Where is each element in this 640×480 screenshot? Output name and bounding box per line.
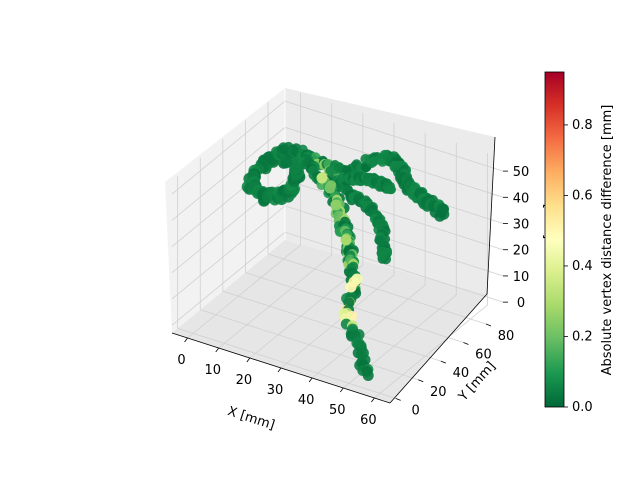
y-tick-label: 0 — [412, 403, 420, 418]
scatter-point — [324, 182, 336, 194]
x-tick-label: 0 — [177, 353, 185, 368]
scatter-point — [352, 347, 364, 359]
x-tick-label: 40 — [298, 393, 315, 408]
x-tick-label: 10 — [204, 363, 221, 378]
z-tick-label: 0 — [517, 296, 525, 311]
pane-floor — [172, 240, 487, 403]
scatter-point — [351, 273, 363, 285]
z-tick-label: 40 — [513, 191, 530, 206]
y-tick-label: 40 — [453, 366, 470, 381]
axis-ticks: 0 10 20 30 40 50 60 0 20 40 60 80 0 10 20 30 40 50 — [177, 165, 529, 428]
y-tick-label: 60 — [475, 348, 492, 363]
colorbar — [544, 71, 565, 408]
z-tick-label: 20 — [513, 244, 530, 259]
colorbar-tick-label: 0.8 — [572, 118, 593, 133]
scatter-point — [340, 234, 352, 246]
colorbar-tick-label: 0.6 — [572, 188, 593, 203]
colorbar-tick-label: 0.4 — [572, 259, 593, 274]
y-tick-label: 80 — [498, 329, 515, 344]
colorbar-tick-label: 0.0 — [572, 400, 593, 415]
scatter-point — [362, 370, 374, 381]
scatter-points — [241, 141, 450, 381]
scatter-point — [384, 184, 394, 194]
colorbar-tick-label: 0.2 — [572, 329, 593, 344]
x-axis-label: X [mm] — [226, 404, 277, 433]
x-tick-label: 60 — [360, 413, 377, 428]
x-tick-label: 20 — [236, 373, 253, 388]
colorbar-label: Absolute vertex distance difference [mm] — [600, 105, 615, 376]
y-tick-label: 20 — [430, 385, 447, 400]
colorbar-ticks: 0.0 0.2 0.4 0.6 0.8 — [564, 118, 593, 415]
scatter-point — [316, 172, 328, 184]
x-tick-label: 50 — [329, 403, 346, 418]
pane-left — [165, 88, 285, 333]
z-tick-label: 30 — [513, 218, 530, 233]
scatter-point — [345, 281, 357, 293]
x-tick-label: 30 — [267, 383, 284, 398]
scatter-point — [330, 199, 342, 211]
z-tick-label: 50 — [513, 165, 530, 180]
scatter-point — [434, 210, 446, 222]
z-tick-label: 10 — [513, 270, 530, 285]
scatter-point — [377, 250, 388, 261]
